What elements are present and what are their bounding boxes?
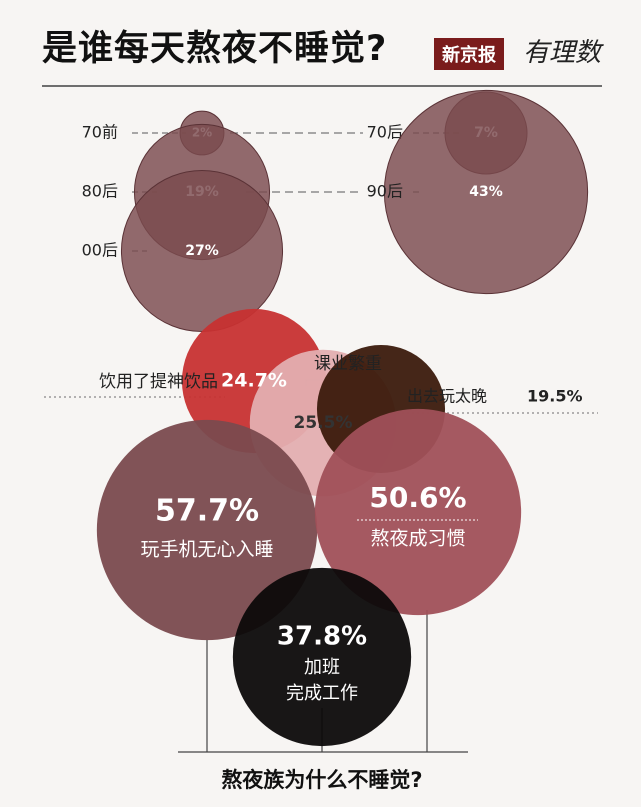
reason-label: 玩手机无心入睡 (140, 539, 273, 561)
reason-label: 加班 (304, 657, 340, 678)
age-group-label: 70前 (82, 123, 118, 142)
age-group-label: 00后 (82, 241, 118, 260)
reason-bubble (96, 419, 318, 641)
chart-title: 熬夜族为什么不睡觉? (221, 768, 422, 792)
reason-value: 25.5% (294, 413, 353, 433)
reason-label: 出去玩太晚 (407, 387, 487, 406)
reason-value: 37.8% (277, 622, 367, 652)
reason-bubble (314, 408, 522, 616)
page-title: 是谁每天熬夜不睡觉? (42, 29, 388, 69)
title-divider (42, 85, 602, 87)
age-bubble-value: 43% (469, 184, 503, 200)
reason-label: 饮用了提神饮品 (99, 372, 218, 392)
age-group-label: 70后 (367, 123, 403, 142)
age-group-label: 80后 (82, 182, 118, 201)
age-bubble (383, 89, 589, 295)
age-bubble-value: 27% (185, 243, 219, 259)
brand-logo-script: 有理数 (523, 38, 602, 68)
reason-label: 熬夜成习惯 (370, 528, 465, 550)
reason-value: 19.5% (527, 387, 583, 406)
reason-bubble (232, 567, 412, 747)
reason-label: 完成工作 (286, 683, 358, 704)
brand-logo-box: 新京报 (434, 38, 504, 70)
reason-label: 课业繁重 (314, 354, 382, 374)
reason-value: 24.7% (221, 370, 287, 392)
age-group-label: 90后 (367, 182, 403, 201)
reason-value: 50.6% (369, 481, 466, 514)
reason-value: 57.7% (155, 494, 259, 529)
